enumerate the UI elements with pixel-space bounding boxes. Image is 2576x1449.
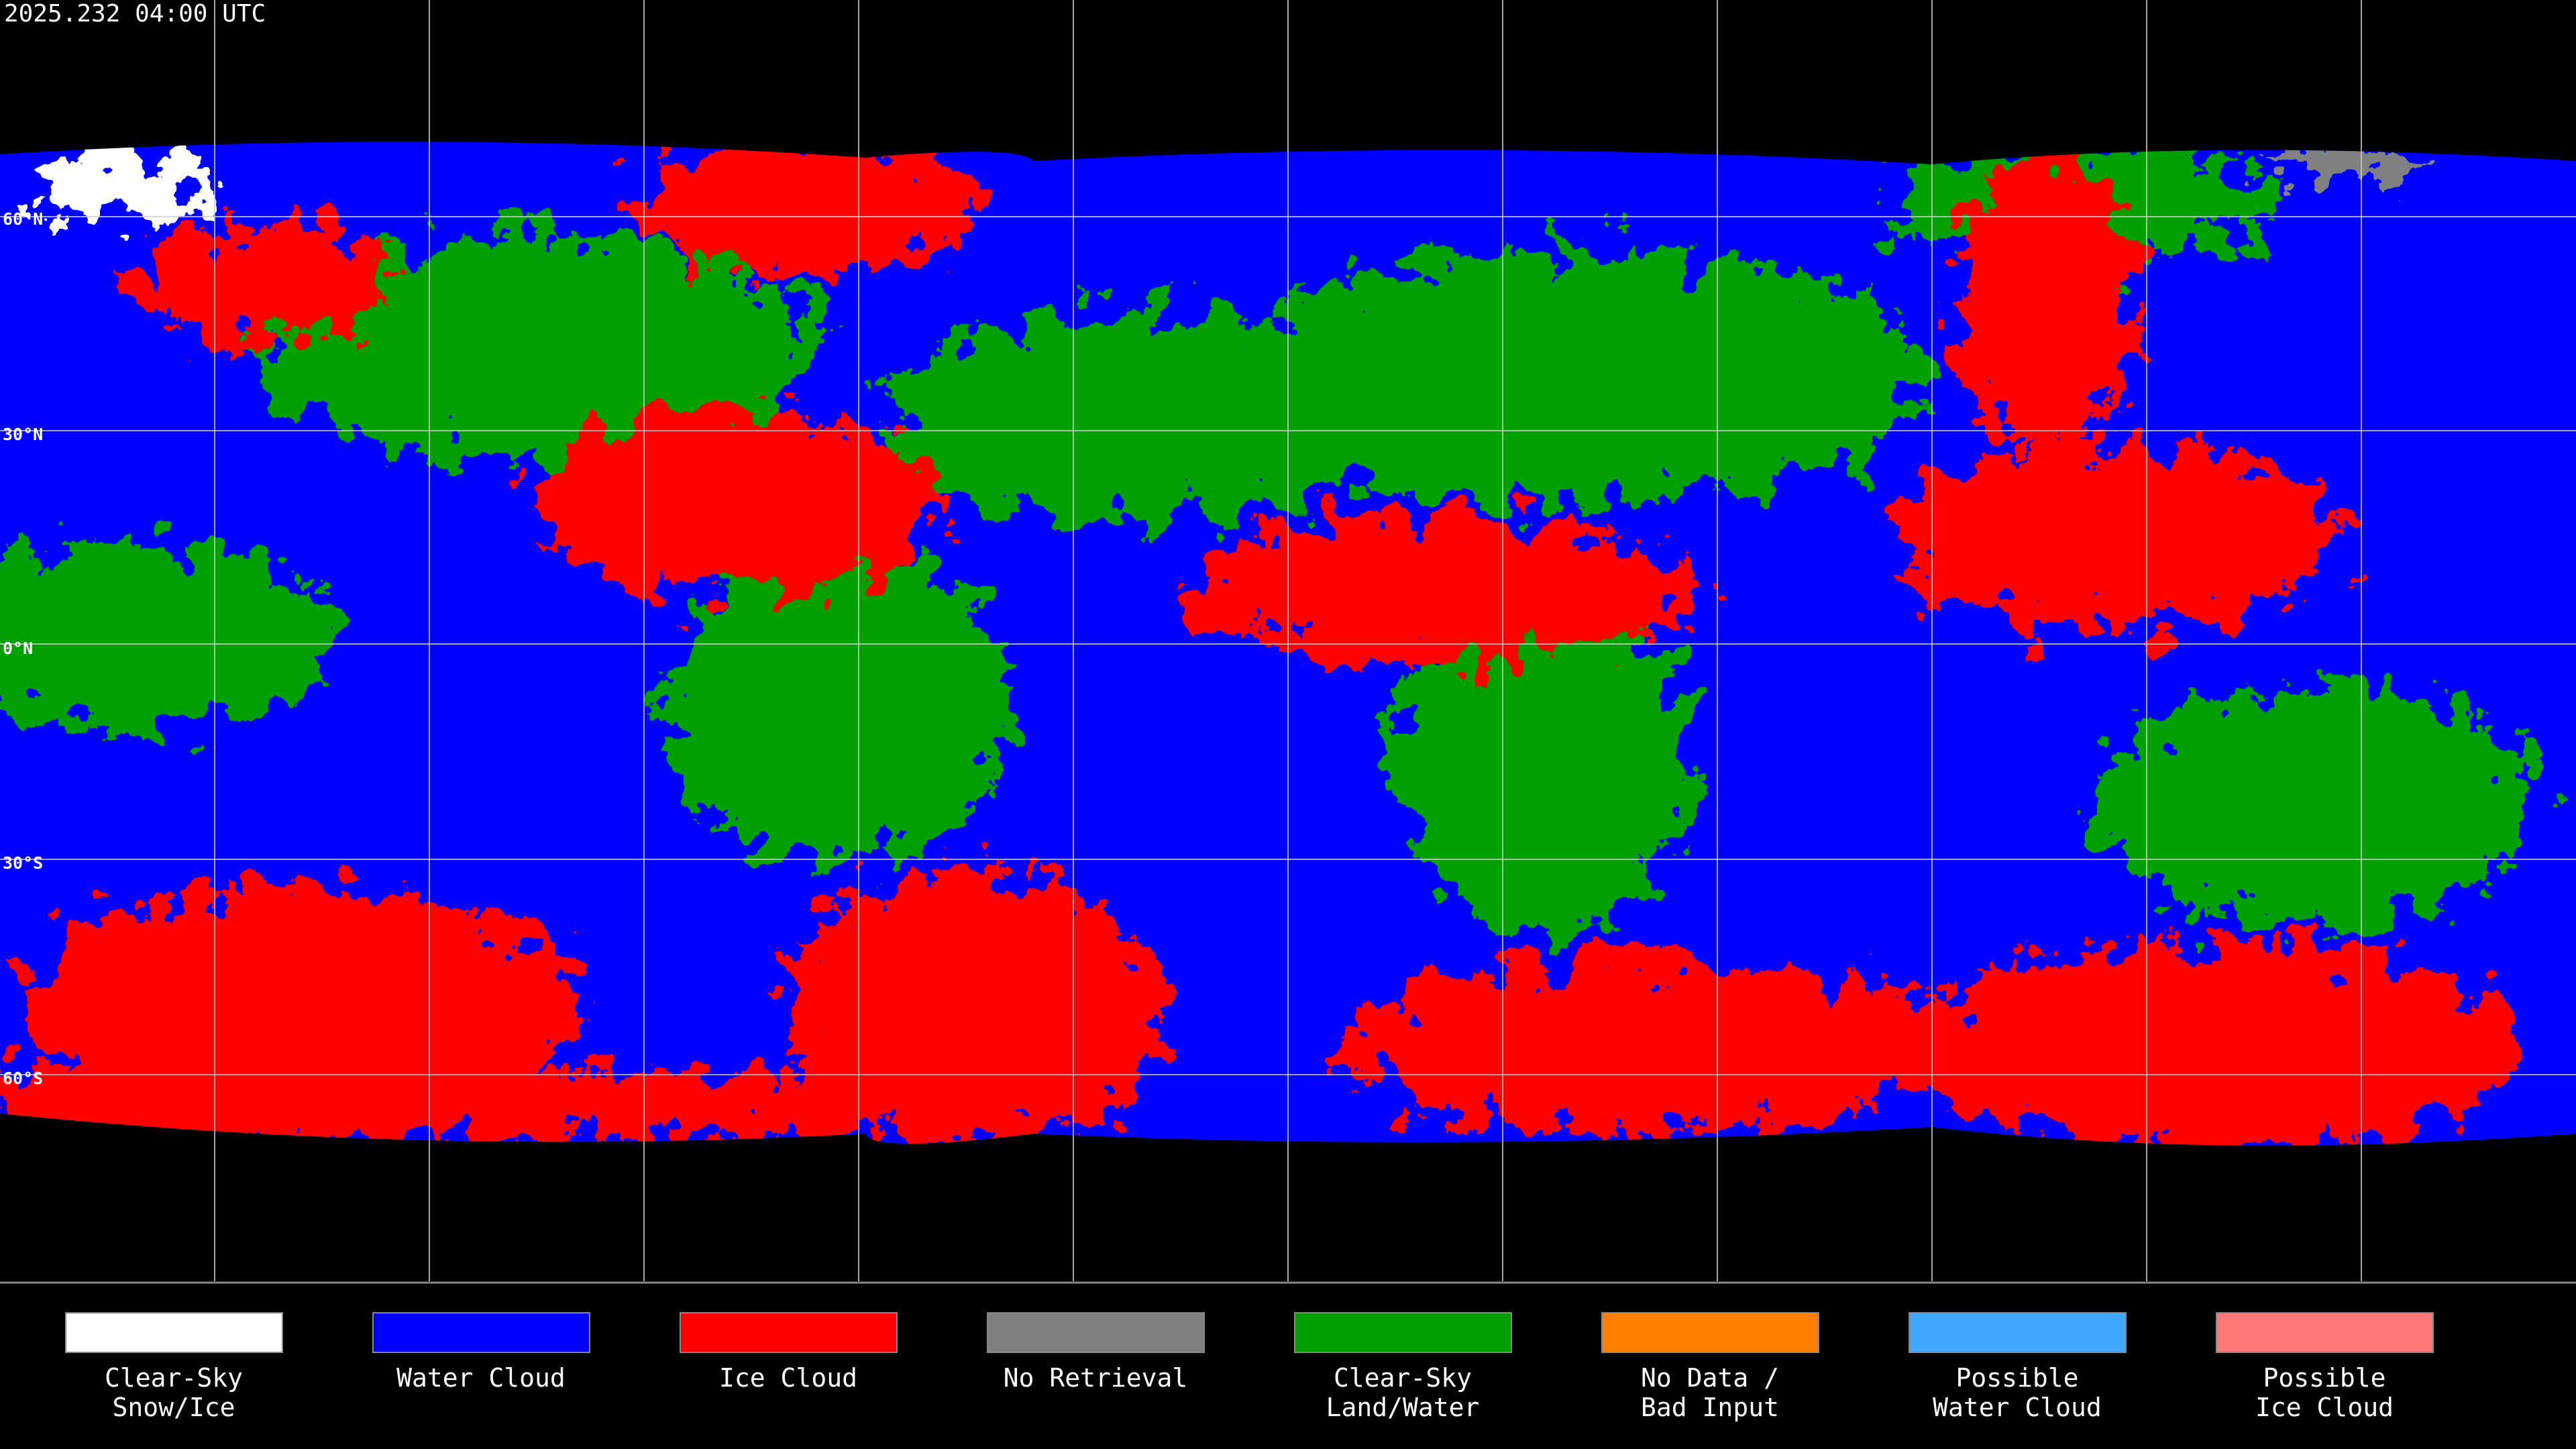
legend-label: Possible: [1955, 1363, 2078, 1393]
ice-patch: [1892, 443, 2334, 631]
ice-patch: [20, 885, 584, 1127]
legend-label: Ice Cloud: [719, 1363, 857, 1393]
timestamp: 2025.232 04:00 UTC: [4, 0, 266, 28]
cloud-patches: [0, 142, 2536, 1146]
latitude-label: 60°S: [3, 1069, 43, 1088]
land-patch: [885, 309, 1395, 523]
ice-patch: [1952, 154, 2140, 449]
ice-patch: [785, 865, 1161, 1146]
legend-label: No Retrieval: [1004, 1363, 1188, 1393]
latitude-label: 30°S: [3, 853, 43, 873]
legend-swatch: [2216, 1312, 2434, 1353]
ice-patch: [134, 221, 402, 342]
legend-label: Clear-Sky: [1334, 1363, 1472, 1393]
legend-label: Bad Input: [1641, 1393, 1779, 1422]
land-patch: [664, 550, 1013, 859]
legend-label: Snow/Ice: [112, 1393, 235, 1422]
latitude-label: 0°N: [3, 639, 33, 658]
legend-label: Water Cloud: [1933, 1393, 2102, 1422]
snow-patch: [27, 154, 215, 221]
land-patch: [2093, 684, 2536, 926]
ice-patch: [1912, 939, 2516, 1146]
ice-patch: [537, 409, 939, 597]
legend-swatch: [372, 1312, 590, 1353]
legend-swatch: [65, 1312, 283, 1353]
land-patch: [1395, 584, 1690, 932]
land-patch: [1228, 248, 1925, 503]
legend-label: Possible: [2263, 1363, 2385, 1393]
legend-swatch: [1601, 1312, 1819, 1353]
legend-label: Land/Water: [1326, 1393, 1480, 1422]
legend-label: Water Cloud: [396, 1363, 566, 1393]
no-retrieval-patch: [2267, 144, 2428, 178]
ice-patch: [637, 142, 973, 275]
latitude-label: 60°N: [3, 209, 43, 229]
graticule: [0, 0, 2576, 1281]
legend-swatch: [1909, 1312, 2127, 1353]
legend-label: Ice Cloud: [2255, 1393, 2394, 1422]
land-patch: [0, 543, 335, 731]
legend-label: No Data /: [1641, 1363, 1779, 1393]
ice-patch: [1187, 517, 1697, 664]
legend-swatch: [1294, 1312, 1512, 1353]
ice-patch: [1342, 959, 1945, 1134]
legend-label: Clear-Sky: [105, 1363, 243, 1393]
latitude-label: 30°N: [3, 425, 43, 444]
legend-swatch: [987, 1312, 1205, 1353]
legend-swatch: [680, 1312, 898, 1353]
